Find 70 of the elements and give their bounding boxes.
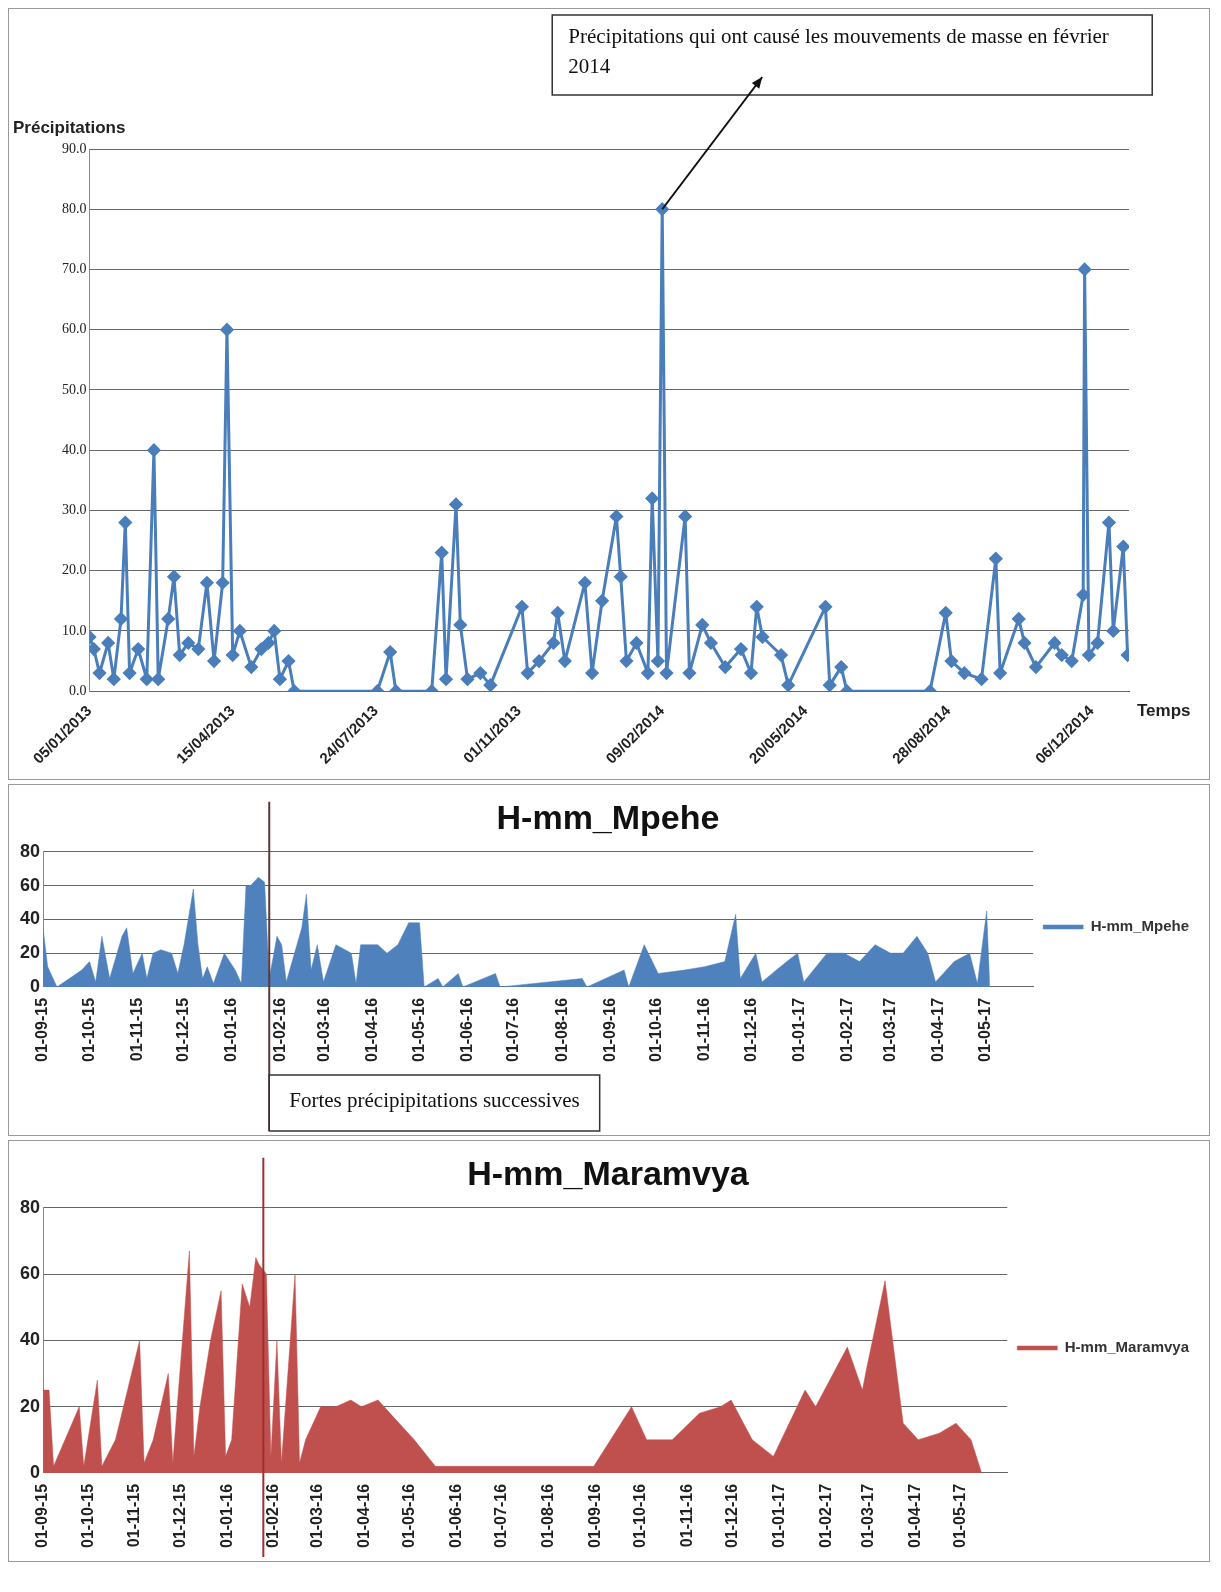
x-tick-label: 01-08-16 [538, 1483, 556, 1548]
y-tick-label: 80 [19, 1196, 41, 1217]
y-tick-label: 0 [30, 1461, 41, 1482]
y-tick-label: 30.0 [62, 502, 87, 518]
x-tick-label: 01-06-16 [457, 997, 475, 1062]
y-tick-label: 60 [19, 1263, 41, 1284]
x-tick-label: 01-07-16 [492, 1483, 510, 1548]
x-tick-label: 01-05-17 [950, 1483, 968, 1548]
y-tick-label: 80.0 [62, 200, 87, 216]
x-tick-label: 01-02-17 [816, 1483, 834, 1548]
y-tick-label: 50.0 [62, 381, 87, 397]
x-tick-label: 01-07-16 [504, 997, 522, 1062]
x-tick-label: 01-01-17 [789, 997, 807, 1062]
y-tick-label: 40 [19, 1329, 41, 1350]
x-tick-label: 01-05-16 [409, 997, 427, 1062]
x-tick-label: 01-11-16 [677, 1483, 695, 1548]
x-tick-label: 01-03-16 [315, 997, 333, 1062]
y-tick-label: 70.0 [62, 261, 87, 277]
y-tick-label: 10.0 [62, 622, 87, 638]
x-tick-label: 01-03-16 [308, 1483, 326, 1548]
x-tick-label: 01-10-16 [647, 997, 665, 1062]
x-tick-label: 01-10-15 [78, 1483, 96, 1548]
y-tick-label: 60.0 [62, 321, 87, 337]
x-tick-label: 01-10-16 [630, 1483, 648, 1548]
y-tick-label: 0 [30, 975, 41, 996]
x-tick-label: 01-12-16 [741, 997, 759, 1062]
x-tick-label: 01-09-15 [33, 1483, 51, 1548]
x-tick-label: 01-03-17 [858, 1483, 876, 1548]
x-tick-label: 01-11-15 [127, 997, 145, 1062]
x-tick-label: 01-12-16 [723, 1483, 741, 1548]
x-tick-label: 01-11-16 [695, 997, 713, 1062]
y-tick-label: 20 [19, 1395, 41, 1416]
x-tick-label: 01-09-15 [33, 997, 51, 1062]
x-tick-label: 01-01-17 [769, 1483, 787, 1548]
x-tick-label: 01-01-16 [217, 1483, 235, 1548]
x-tick-label: 01-04-16 [354, 1483, 372, 1548]
x-tick-label: 01-12-15 [170, 1483, 188, 1548]
legend-label: H-mm_Maramvya [1064, 1338, 1190, 1356]
x-tick-label: 01-02-17 [837, 997, 855, 1062]
y-axis-title: Précipitations [13, 118, 126, 138]
y-tick-label: 0.0 [69, 682, 87, 698]
x-tick-label: 01-08-16 [552, 997, 570, 1062]
x-tick-label: 01-04-17 [929, 997, 947, 1062]
x-tick-label: 01-11-15 [125, 1483, 143, 1548]
y-tick-label: 40 [19, 908, 41, 929]
x-tick-label: 01-05-16 [400, 1483, 418, 1548]
y-tick-label: 40.0 [62, 441, 87, 457]
annotation: Précipitations qui ont causé les mouvements de masse en février 2014 [568, 24, 1109, 79]
y-tick-label: 80 [19, 840, 41, 861]
x-tick-label: 01-06-16 [446, 1483, 464, 1548]
x-tick-label: 01-04-17 [905, 1483, 923, 1548]
y-tick-label: 90.0 [62, 140, 87, 156]
y-tick-label: 60 [19, 874, 41, 895]
text: Fortes précipipitations successives [289, 1088, 580, 1113]
x-tick-label: 01-03-17 [881, 997, 898, 1062]
y-tick-label: 20.0 [62, 562, 87, 578]
x-tick-label: 01-02-16 [264, 1483, 282, 1548]
x-tick-label: 01-01-16 [222, 997, 240, 1062]
x-tick-label: 01-09-16 [585, 1483, 603, 1548]
chart-title: H-mm_Maramvya [467, 1153, 750, 1192]
x-tick-label: 01-10-15 [79, 997, 97, 1062]
x-tick-label: 01-05-17 [975, 997, 993, 1062]
legend-label: H-mm_Mpehe [1090, 917, 1190, 935]
x-tick-label: 01-02-16 [270, 997, 288, 1062]
x-tick-label: 01-12-15 [174, 997, 192, 1062]
x-tick-label: 01-09-16 [600, 997, 618, 1062]
x-tick-label: 01-04-16 [363, 997, 381, 1062]
x-axis-title: Temps [1137, 701, 1191, 721]
chart-title: H-mm_Mpehe [496, 797, 720, 836]
y-tick-label: 20 [19, 942, 41, 963]
